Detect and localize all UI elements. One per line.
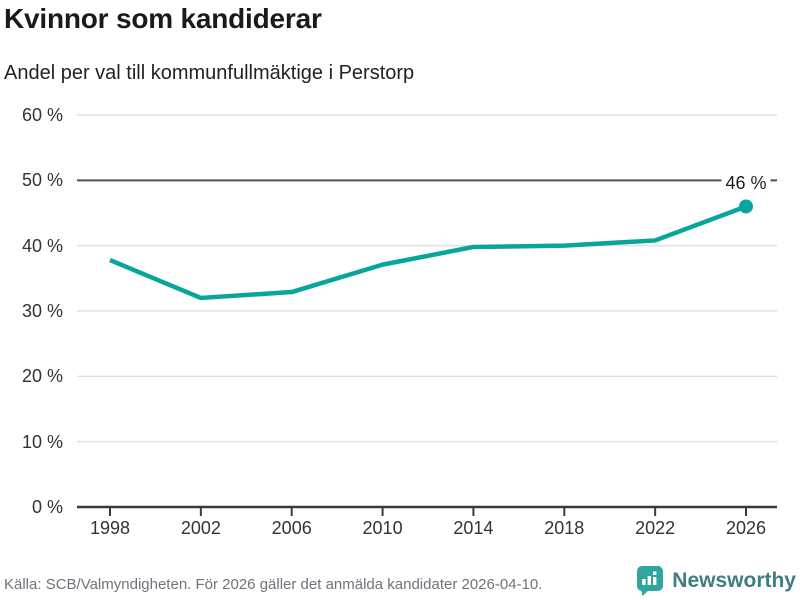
- y-axis-tick-label: 30 %: [21, 301, 63, 321]
- x-axis-tick-label: 2026: [725, 518, 767, 538]
- x-axis-tick-label: 1998: [89, 518, 131, 538]
- source-note: Källa: SCB/Valmyndigheten. För 2026 gäll…: [4, 576, 543, 593]
- chart-footer: Källa: SCB/Valmyndigheten. För 2026 gäll…: [0, 564, 800, 600]
- newsworthy-logo: Newsworthy: [636, 565, 796, 596]
- y-axis-tick-label: 10 %: [21, 431, 63, 452]
- y-axis-tick-label: 40 %: [21, 235, 63, 256]
- x-axis-tick-label: 2018: [544, 518, 585, 538]
- x-axis-tick-label: 2006: [271, 518, 312, 538]
- chart-subtitle: Andel per val till kommunfullmäktige i P…: [4, 62, 415, 84]
- newsworthy-logo-text: Newsworthy: [672, 568, 796, 592]
- x-axis-tick-label: 2022: [635, 518, 676, 538]
- y-axis-tick-label: 20 %: [21, 366, 63, 387]
- x-axis-tick-label: 2002: [180, 518, 221, 538]
- newsworthy-chart-bubble-icon: [637, 566, 664, 596]
- y-axis-tick-label: 60 %: [21, 105, 63, 125]
- chart-title: Kvinnor som kandiderar: [4, 3, 322, 34]
- series-endpoint-marker: [739, 199, 753, 214]
- y-axis-tick-label: 50 %: [21, 170, 63, 191]
- series-line: [109, 204, 747, 301]
- data-point-label: 46 %: [721, 173, 771, 194]
- x-axis-tick-label: 2010: [362, 518, 403, 538]
- x-axis-tick-label: 2014: [453, 518, 494, 538]
- y-axis-tick-label: 0 %: [31, 497, 63, 517]
